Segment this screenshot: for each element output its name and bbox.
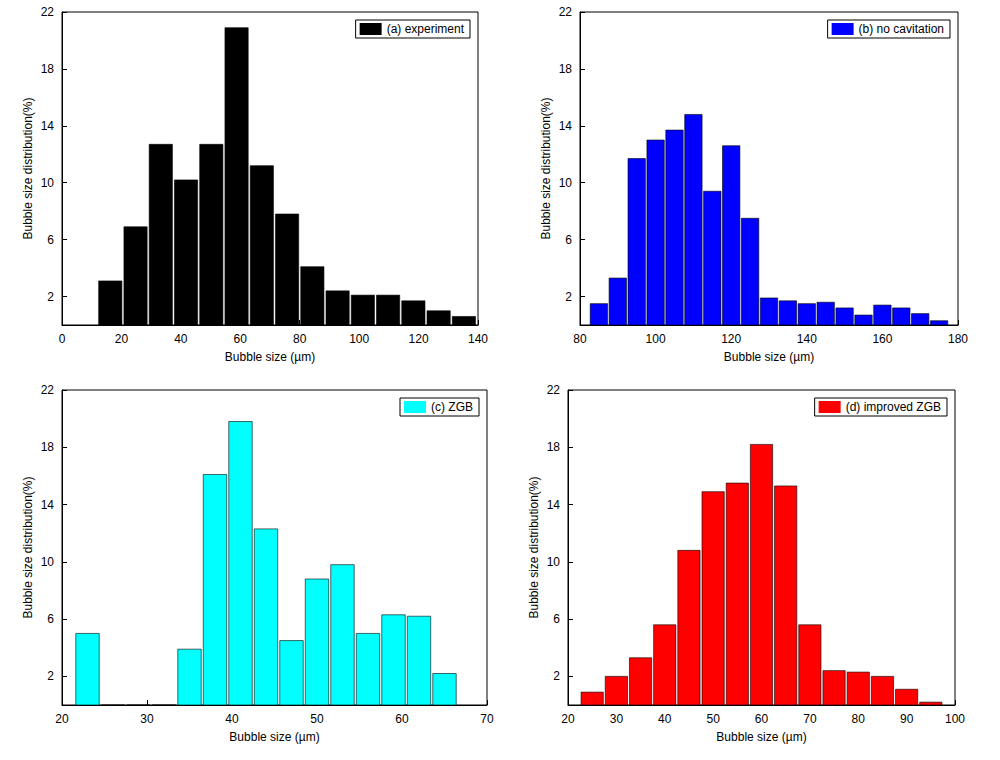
svg-text:18: 18	[559, 62, 573, 76]
svg-text:10: 10	[547, 555, 561, 569]
svg-text:(b) no cavitation: (b) no cavitation	[859, 22, 944, 36]
svg-text:20: 20	[55, 712, 69, 726]
svg-text:30: 30	[610, 712, 624, 726]
svg-text:140: 140	[797, 332, 817, 346]
svg-text:60: 60	[755, 712, 769, 726]
svg-text:Bubble size (µm): Bubble size (µm)	[229, 730, 319, 744]
svg-text:10: 10	[41, 555, 55, 569]
svg-text:180: 180	[948, 332, 968, 346]
svg-text:(a) experiment: (a) experiment	[387, 22, 465, 36]
svg-text:Bubble size (µm): Bubble size (µm)	[225, 350, 315, 364]
svg-text:100: 100	[945, 712, 965, 726]
svg-text:14: 14	[41, 119, 55, 133]
svg-text:6: 6	[47, 233, 54, 247]
svg-text:6: 6	[565, 233, 572, 247]
svg-text:6: 6	[553, 612, 560, 626]
svg-text:70: 70	[480, 712, 494, 726]
svg-text:40: 40	[225, 712, 239, 726]
svg-text:120: 120	[721, 332, 741, 346]
svg-text:90: 90	[900, 712, 914, 726]
svg-text:14: 14	[547, 498, 561, 512]
svg-text:70: 70	[803, 712, 817, 726]
svg-text:(d) improved ZGB: (d) improved ZGB	[846, 400, 941, 414]
svg-text:Bubble size (µm): Bubble size (µm)	[724, 350, 814, 364]
svg-text:6: 6	[47, 612, 54, 626]
svg-text:10: 10	[559, 176, 573, 190]
svg-text:Bubble size (µm): Bubble size (µm)	[716, 730, 806, 744]
svg-text:14: 14	[41, 498, 55, 512]
svg-text:Bubble size distribution(%): Bubble size distribution(%)	[539, 97, 553, 239]
svg-text:0: 0	[59, 332, 66, 346]
svg-text:100: 100	[646, 332, 666, 346]
svg-text:Bubble size distribution(%): Bubble size distribution(%)	[527, 476, 541, 618]
svg-text:2: 2	[553, 669, 560, 683]
svg-text:30: 30	[140, 712, 154, 726]
svg-text:Bubble size distribution(%): Bubble size distribution(%)	[21, 97, 35, 239]
svg-text:18: 18	[41, 440, 55, 454]
svg-text:20: 20	[561, 712, 575, 726]
svg-text:80: 80	[293, 332, 307, 346]
svg-text:18: 18	[41, 62, 55, 76]
svg-text:100: 100	[349, 332, 369, 346]
svg-text:2: 2	[47, 290, 54, 304]
svg-text:140: 140	[468, 332, 488, 346]
svg-text:50: 50	[706, 712, 720, 726]
svg-text:40: 40	[658, 712, 672, 726]
svg-text:120: 120	[409, 332, 429, 346]
svg-text:22: 22	[547, 383, 561, 397]
svg-text:Bubble size distribution(%): Bubble size distribution(%)	[21, 476, 35, 618]
svg-text:40: 40	[174, 332, 188, 346]
svg-text:22: 22	[559, 5, 573, 19]
svg-text:80: 80	[852, 712, 866, 726]
svg-text:80: 80	[573, 332, 587, 346]
svg-text:160: 160	[872, 332, 892, 346]
svg-text:22: 22	[41, 383, 55, 397]
svg-text:2: 2	[47, 669, 54, 683]
svg-text:60: 60	[395, 712, 409, 726]
svg-text:2: 2	[565, 290, 572, 304]
svg-text:(c) ZGB: (c) ZGB	[431, 400, 473, 414]
svg-text:60: 60	[234, 332, 248, 346]
svg-text:50: 50	[310, 712, 324, 726]
svg-text:10: 10	[41, 176, 55, 190]
svg-text:20: 20	[115, 332, 129, 346]
svg-text:18: 18	[547, 440, 561, 454]
svg-text:22: 22	[41, 5, 55, 19]
svg-text:14: 14	[559, 119, 573, 133]
